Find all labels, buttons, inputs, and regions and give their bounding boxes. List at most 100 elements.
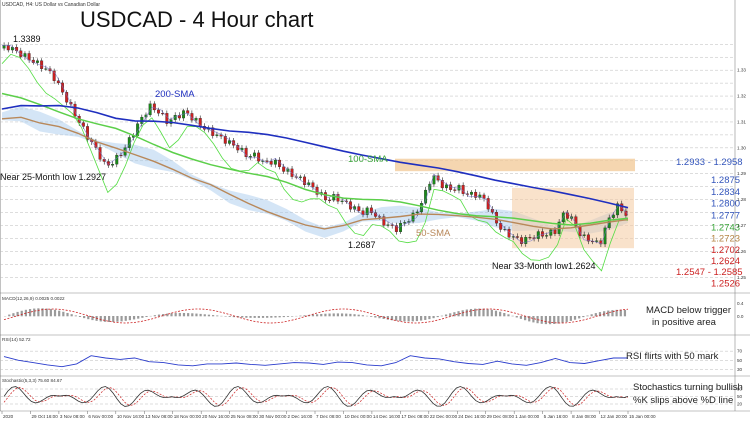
macd-bar (278, 316, 281, 318)
macd-bar (420, 316, 423, 321)
macd-bar (291, 316, 294, 317)
price-tick-label: 1.25 (737, 275, 746, 280)
candle (81, 122, 85, 127)
stoch-axis-label: 80 (737, 387, 743, 392)
candle (307, 182, 311, 185)
candle (478, 194, 482, 198)
candle (257, 152, 261, 162)
annotation-high: 1.3389 (13, 34, 41, 44)
candle (415, 211, 419, 214)
macd-bar (353, 314, 356, 317)
candle (328, 199, 332, 201)
candle (111, 164, 115, 166)
candle (603, 227, 607, 245)
macd-bar (62, 311, 65, 317)
macd-bar (299, 315, 302, 317)
macd-bar (74, 315, 77, 317)
macd-bar (78, 316, 82, 317)
macd-bar (407, 316, 410, 322)
sma50-label: 50-SMA (416, 228, 451, 239)
candle (73, 103, 77, 117)
x-tick-label: 7 Dec 08:00 (316, 414, 341, 419)
candle (52, 70, 56, 81)
macd-bar (503, 312, 506, 317)
macd-bar (361, 315, 364, 317)
candle (390, 224, 394, 226)
macd-bar (207, 314, 211, 317)
candle (445, 184, 448, 189)
candle (399, 223, 403, 232)
macd-bar (578, 316, 581, 319)
x-tick-label: 10 Dec 00:00 (344, 414, 372, 419)
x-tick-label: 29 Oct 16:00 (31, 414, 58, 419)
chikou-line (1, 53, 629, 272)
macd-axis-label: 0.0 (737, 314, 744, 319)
macd-bar (436, 316, 439, 318)
macd-bar (28, 309, 32, 317)
macd-bar (586, 315, 589, 317)
candle (524, 237, 528, 244)
macd-comment-2: in positive area (652, 317, 717, 328)
candle (382, 216, 386, 226)
macd-bar (45, 308, 48, 317)
chart-title: USDCAD - 4 Hour chart (80, 7, 314, 32)
x-tick-label: 13 Nov 08:00 (145, 414, 173, 419)
candle (611, 214, 615, 218)
macd-bar (316, 314, 319, 317)
candle (303, 176, 307, 185)
candle (248, 156, 252, 158)
macd-bar (507, 314, 510, 317)
macd-bar (399, 316, 402, 322)
macd-bar (178, 312, 181, 317)
macd-bar (324, 313, 327, 317)
macd-bar (212, 315, 215, 317)
macd-bar (8, 314, 11, 317)
macd-bar (108, 316, 111, 322)
macd-bar (58, 310, 61, 317)
price-tick-label: 1.32 (737, 94, 746, 99)
candle (2, 45, 6, 49)
macd-bar (120, 316, 123, 322)
price-tick-label: 1.26 (737, 249, 746, 254)
macd-bar (124, 316, 127, 321)
candle (453, 189, 457, 191)
macd-bar (170, 313, 173, 317)
candle (549, 229, 553, 236)
price-tick-label: 1.31 (737, 119, 746, 124)
rsi-comment: RSI flirts with 50 mark (626, 351, 719, 362)
macd-bar (187, 313, 190, 317)
macd-bar (232, 316, 235, 318)
x-tick-label: 17 Dec 08:00 (401, 414, 429, 419)
macd-bar (132, 316, 136, 320)
macd-bar (582, 316, 585, 318)
macd-bar (336, 313, 339, 317)
macd-bar (41, 308, 44, 317)
macd-bar (332, 313, 335, 317)
level-label: 1.2723 (711, 234, 740, 245)
price-tick-label: 1.33 (737, 68, 746, 73)
macd-bar (320, 313, 323, 317)
x-tick-label: 14 Dec 16:00 (373, 414, 401, 419)
candle (40, 60, 44, 69)
candle (357, 206, 361, 211)
candle (432, 175, 436, 185)
macd-bar (99, 316, 102, 322)
stoch-k-line (3, 386, 629, 407)
macd-bar (303, 315, 306, 317)
candle (365, 207, 369, 215)
macd-bar (182, 312, 186, 317)
macd-bar (174, 313, 177, 317)
x-tick-label: 3 Nov 08:00 (60, 414, 85, 419)
macd-bar (282, 316, 285, 318)
macd-bar (548, 316, 552, 325)
macd-bar (532, 316, 535, 323)
candle (470, 191, 473, 195)
macd-bar (573, 316, 577, 320)
candle (461, 185, 465, 194)
candle (27, 53, 31, 61)
x-tick-label: 12 Jan 20:00 (601, 414, 628, 419)
stoch-axis-label: 50 (737, 394, 743, 399)
stoch-axis-label: 20 (737, 402, 743, 407)
macd-bar (478, 308, 481, 317)
macd-bar (515, 316, 518, 318)
